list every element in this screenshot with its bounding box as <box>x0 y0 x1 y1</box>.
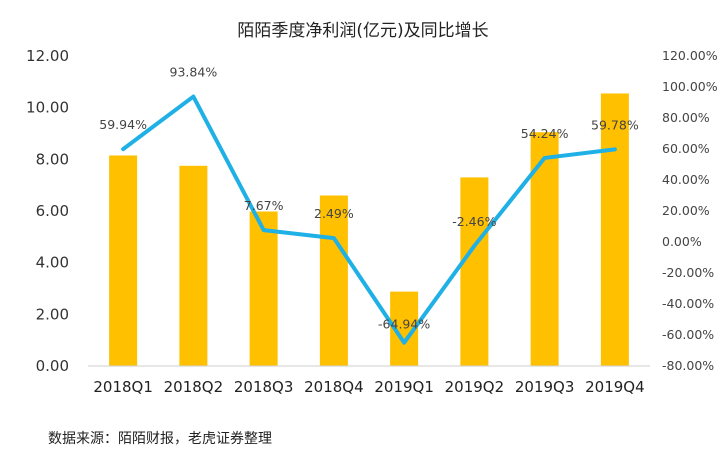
right-tick-label: -60.00% <box>662 327 714 342</box>
x-tick-label: 2018Q4 <box>304 378 364 396</box>
growth-point-2018Q4 <box>333 237 335 239</box>
left-tick-label: 2.00 <box>36 305 69 323</box>
data-label: 2.49% <box>314 206 354 221</box>
bar-2019Q4 <box>600 93 629 366</box>
chart-title: 陌陌季度净利润(亿元)及同比增长 <box>237 21 488 41</box>
right-tick-label: 40.00% <box>662 172 710 187</box>
right-tick-label: 80.00% <box>662 110 710 125</box>
data-label: -2.46% <box>452 214 496 229</box>
right-tick-label: -40.00% <box>662 296 714 311</box>
growth-line <box>121 94 617 345</box>
right-tick-label: -20.00% <box>662 265 714 280</box>
right-tick-label: -80.00% <box>662 358 714 373</box>
left-tick-label: 10.00 <box>26 99 69 117</box>
growth-point-2019Q3 <box>544 157 546 159</box>
left-tick-label: 4.00 <box>36 254 69 272</box>
left-tick-label: 12.00 <box>26 47 69 65</box>
growth-point-2019Q4 <box>614 148 616 150</box>
data-label: 59.94% <box>99 117 147 132</box>
bar-2018Q1 <box>109 155 138 366</box>
right-tick-label: 0.00% <box>662 234 702 249</box>
growth-point-2019Q2 <box>473 245 475 247</box>
left-tick-label: 6.00 <box>36 202 69 220</box>
x-tick-label: 2018Q1 <box>93 378 153 396</box>
left-axis-ticks: 0.00 2.00 4.00 6.00 8.00 10.00 12.00 <box>26 47 69 375</box>
bar-2018Q2 <box>179 165 208 366</box>
x-tick-label: 2019Q4 <box>585 378 645 396</box>
data-label: -64.94% <box>378 317 430 332</box>
right-tick-label: 20.00% <box>662 203 710 218</box>
x-tick-label: 2019Q3 <box>515 378 575 396</box>
x-tick-label: 2018Q2 <box>164 378 224 396</box>
bar-2019Q2 <box>460 177 489 366</box>
data-labels: 59.94% 93.84% 7.67% 2.49% -64.94% -2.46% 54.24… <box>99 65 639 332</box>
right-tick-label: 120.00% <box>662 48 718 63</box>
bar-2018Q4 <box>319 195 348 366</box>
x-axis-ticks: 2018Q1 2018Q2 2018Q3 2018Q4 2019Q1 2019Q2 2019… <box>93 378 644 396</box>
data-label: 54.24% <box>521 126 569 141</box>
right-tick-label: 60.00% <box>662 141 710 156</box>
growth-line-layer <box>121 94 617 345</box>
growth-point-2018Q1 <box>122 148 124 150</box>
x-tick-label: 2019Q2 <box>445 378 505 396</box>
data-label: 93.84% <box>170 65 218 80</box>
left-tick-label: 0.00 <box>36 357 69 375</box>
growth-point-2018Q3 <box>263 229 265 231</box>
left-tick-label: 8.00 <box>36 150 69 168</box>
growth-point-2019Q1 <box>403 342 405 344</box>
source-note: 数据来源：陌陌财报，老虎证券整理 <box>48 431 272 447</box>
right-axis-ticks: -80.00% -60.00% -40.00% -20.00% 0.00% 20.00% 4… <box>662 48 718 373</box>
x-tick-label: 2018Q3 <box>234 378 294 396</box>
data-label: 7.67% <box>244 198 284 213</box>
data-label: 59.78% <box>591 117 639 132</box>
x-tick-label: 2019Q1 <box>374 378 434 396</box>
bar-2018Q3 <box>249 211 278 366</box>
growth-point-2018Q2 <box>192 96 194 98</box>
right-tick-label: 100.00% <box>662 79 718 94</box>
